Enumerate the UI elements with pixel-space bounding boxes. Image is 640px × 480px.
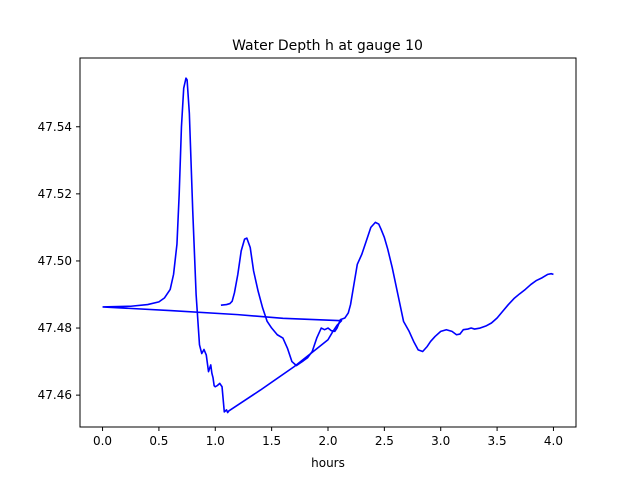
series-layer: [102, 77, 554, 414]
x-tick-label: 2.5: [375, 434, 394, 448]
y-tick-label: 47.52: [38, 187, 72, 201]
series-line-2: [220, 221, 554, 367]
x-axis-label: hours: [311, 456, 345, 470]
x-tick-label: 1.5: [262, 434, 281, 448]
x-tick-label: 3.0: [431, 434, 450, 448]
y-tick-label: 47.54: [38, 120, 72, 134]
x-tick-label: 0.0: [93, 434, 112, 448]
x-axis-ticks: 0.0 0.5 1.0 1.5 2.0 2.5 3.0 3.5 4.0: [93, 427, 563, 448]
x-tick-label: 1.0: [206, 434, 225, 448]
y-tick-label: 47.48: [38, 321, 72, 335]
y-tick-label: 47.50: [38, 254, 72, 268]
x-tick-label: 2.0: [318, 434, 337, 448]
x-tick-label: 0.5: [149, 434, 168, 448]
plot-area-frame: [79, 57, 577, 428]
chart-title: Water Depth h at gauge 10: [232, 38, 423, 54]
y-tick-label: 47.46: [38, 388, 72, 402]
y-axis-ticks: 47.46 47.48 47.50 47.52 47.54: [38, 120, 80, 402]
x-tick-label: 4.0: [544, 434, 563, 448]
x-tick-label: 3.5: [488, 434, 507, 448]
series-line-1: [102, 77, 343, 414]
